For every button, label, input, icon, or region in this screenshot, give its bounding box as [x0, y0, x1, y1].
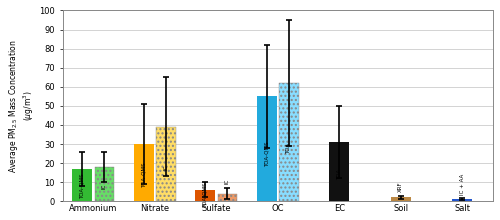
Bar — [218, 194, 237, 201]
Bar — [279, 83, 298, 201]
Bar — [391, 198, 410, 201]
Bar — [330, 142, 349, 201]
Text: IC + AA: IC + AA — [460, 173, 465, 195]
Bar — [94, 167, 114, 201]
Text: XRF: XRF — [398, 181, 404, 192]
Text: IC: IC — [164, 165, 168, 170]
Text: TOA-QMS: TOA-QMS — [203, 183, 208, 208]
Bar — [72, 169, 92, 201]
Bar — [196, 190, 215, 201]
Y-axis label: Average PM$_{2.5}$ Mass Concentration
($\mu$g/m$^3$): Average PM$_{2.5}$ Mass Concentration ($… — [7, 39, 36, 173]
Text: TOA-QMS: TOA-QMS — [80, 174, 85, 200]
Text: IC: IC — [102, 183, 107, 189]
Text: IC: IC — [225, 179, 230, 184]
Bar — [452, 199, 472, 201]
Text: TOA: TOA — [286, 143, 292, 154]
Bar — [257, 96, 276, 201]
Text: TOA-QMS: TOA-QMS — [142, 163, 146, 188]
Text: TOA: TOA — [337, 169, 342, 180]
Bar — [134, 144, 154, 201]
Text: TOA-QMS: TOA-QMS — [264, 141, 270, 167]
Bar — [156, 127, 176, 201]
